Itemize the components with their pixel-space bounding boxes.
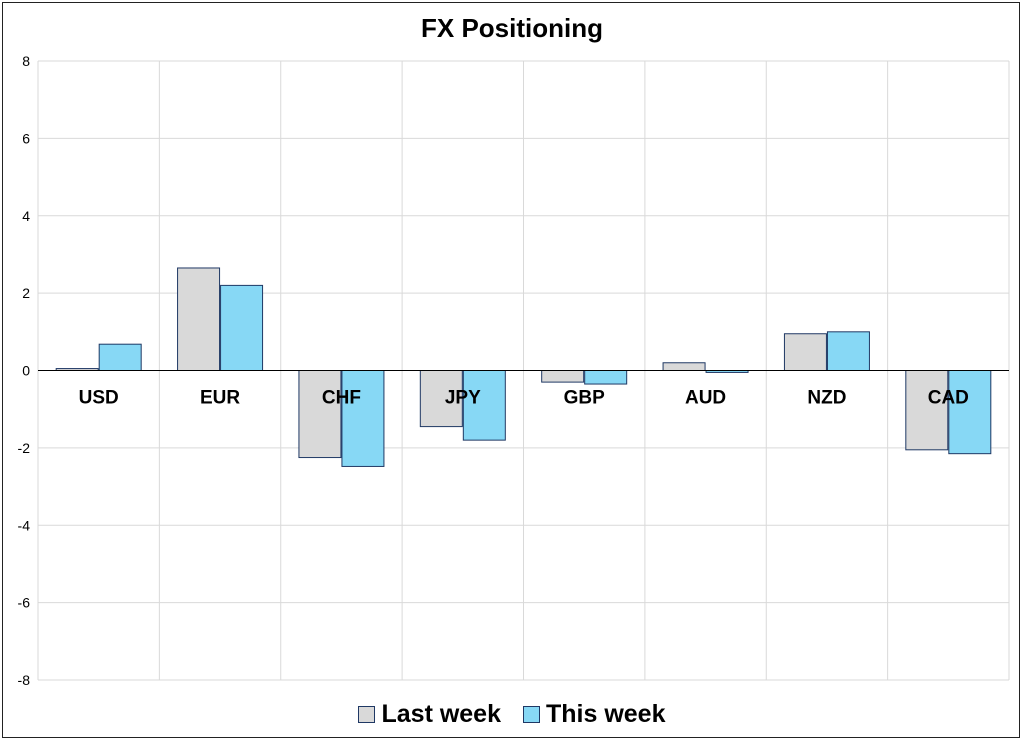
x-tick-label-gbp: GBP [564,388,606,409]
x-tick-label-nzd: NZD [807,388,846,409]
x-tick-label-usd: USD [79,388,119,409]
chart-legend: Last week This week [3,700,1021,729]
bar-this-week-gbp [584,370,628,385]
bar-this-week-usd [98,343,142,372]
bar-chart: 8 6 4 2 0 -2 -4 -6 -8 USD EUR CHF JPY GBP AUD NZD CAD [18,53,1010,688]
legend-label-last-week: Last week [381,700,501,728]
bar-last-week-chf [298,370,342,459]
legend-label-this-week: This week [546,700,666,728]
y-tick-label: -6 [18,595,31,611]
x-tick-label-aud: AUD [685,388,726,409]
x-tick-label-eur: EUR [200,388,240,409]
bar-last-week-nzd [783,333,827,372]
bar-last-week-cad [905,370,949,451]
x-tick-label-jpy: JPY [445,388,481,409]
bar-last-week-eur [177,267,221,371]
bar-last-week-gbp [541,370,585,383]
y-tick-label: -4 [18,517,31,533]
bar-this-week-jpy [462,370,506,441]
bar-this-week-nzd [826,331,870,371]
y-tick-label: -2 [18,440,31,456]
chart-title: FX Positioning [421,13,603,43]
y-tick-label: 4 [22,208,30,224]
y-tick-label: 2 [22,285,30,301]
bar-this-week-chf [341,370,385,467]
y-tick-label: 8 [22,53,30,69]
y-tick-label: 0 [22,363,30,379]
legend-item-this-week: This week [523,700,666,729]
legend-swatch-this-week [523,706,540,723]
x-tick-label-cad: CAD [928,388,969,409]
bar-this-week-cad [948,370,992,455]
bar-this-week-eur [220,284,264,372]
y-tick-label: 6 [22,130,30,146]
legend-item-last-week: Last week [358,700,501,729]
bar-last-week-jpy [419,370,463,428]
y-tick-label: -8 [18,672,31,688]
legend-swatch-last-week [358,706,376,723]
bar-last-week-aud [662,362,706,372]
x-tick-label-chf: CHF [322,388,361,409]
